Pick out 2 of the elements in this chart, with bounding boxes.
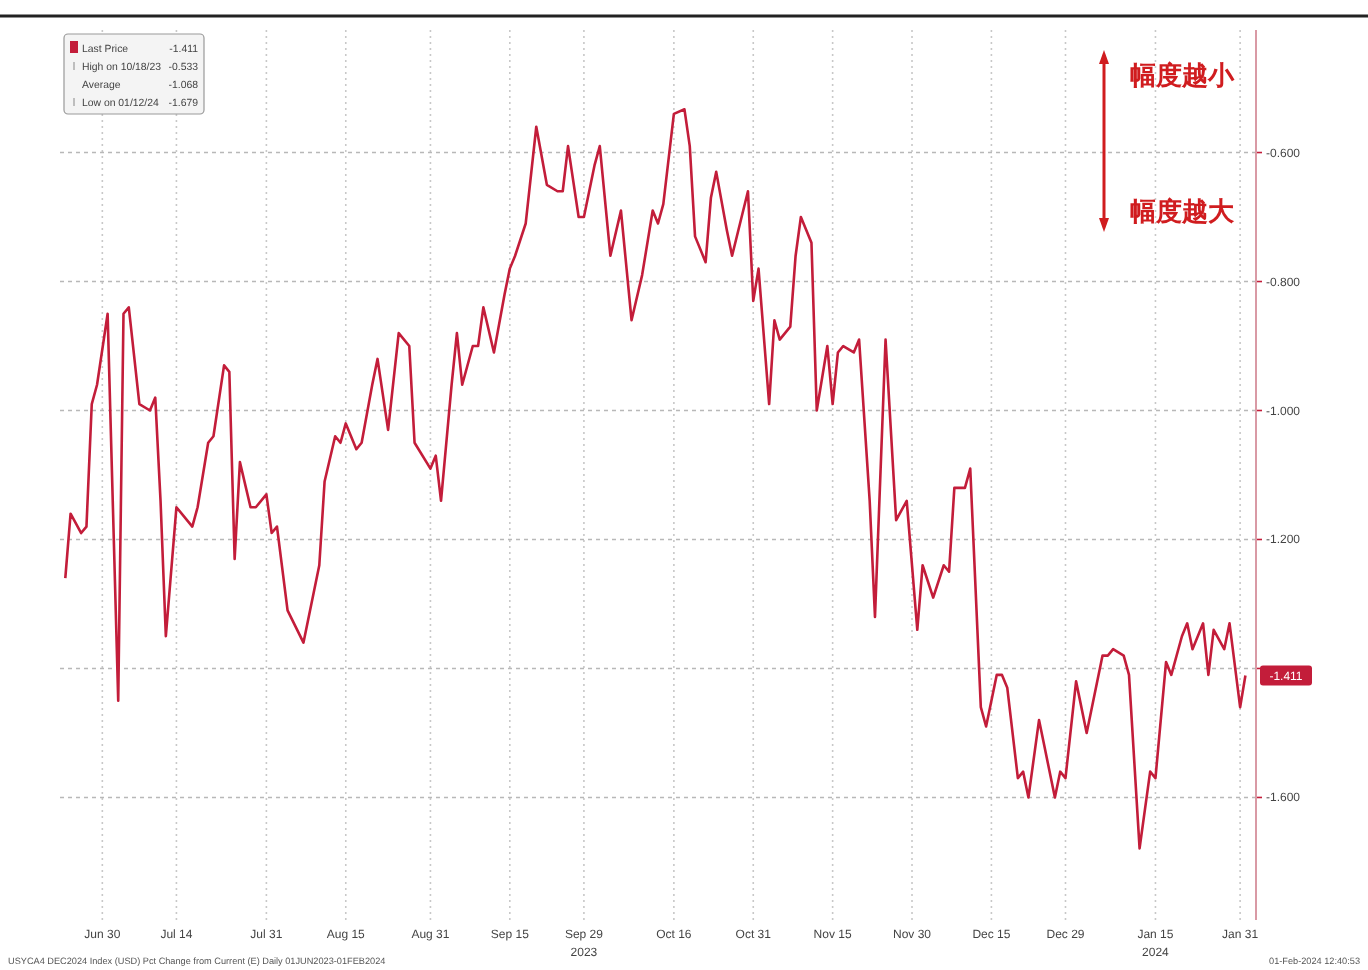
annotation: 幅度越大: [1130, 196, 1236, 228]
annotation: 幅度越小: [1130, 60, 1236, 92]
